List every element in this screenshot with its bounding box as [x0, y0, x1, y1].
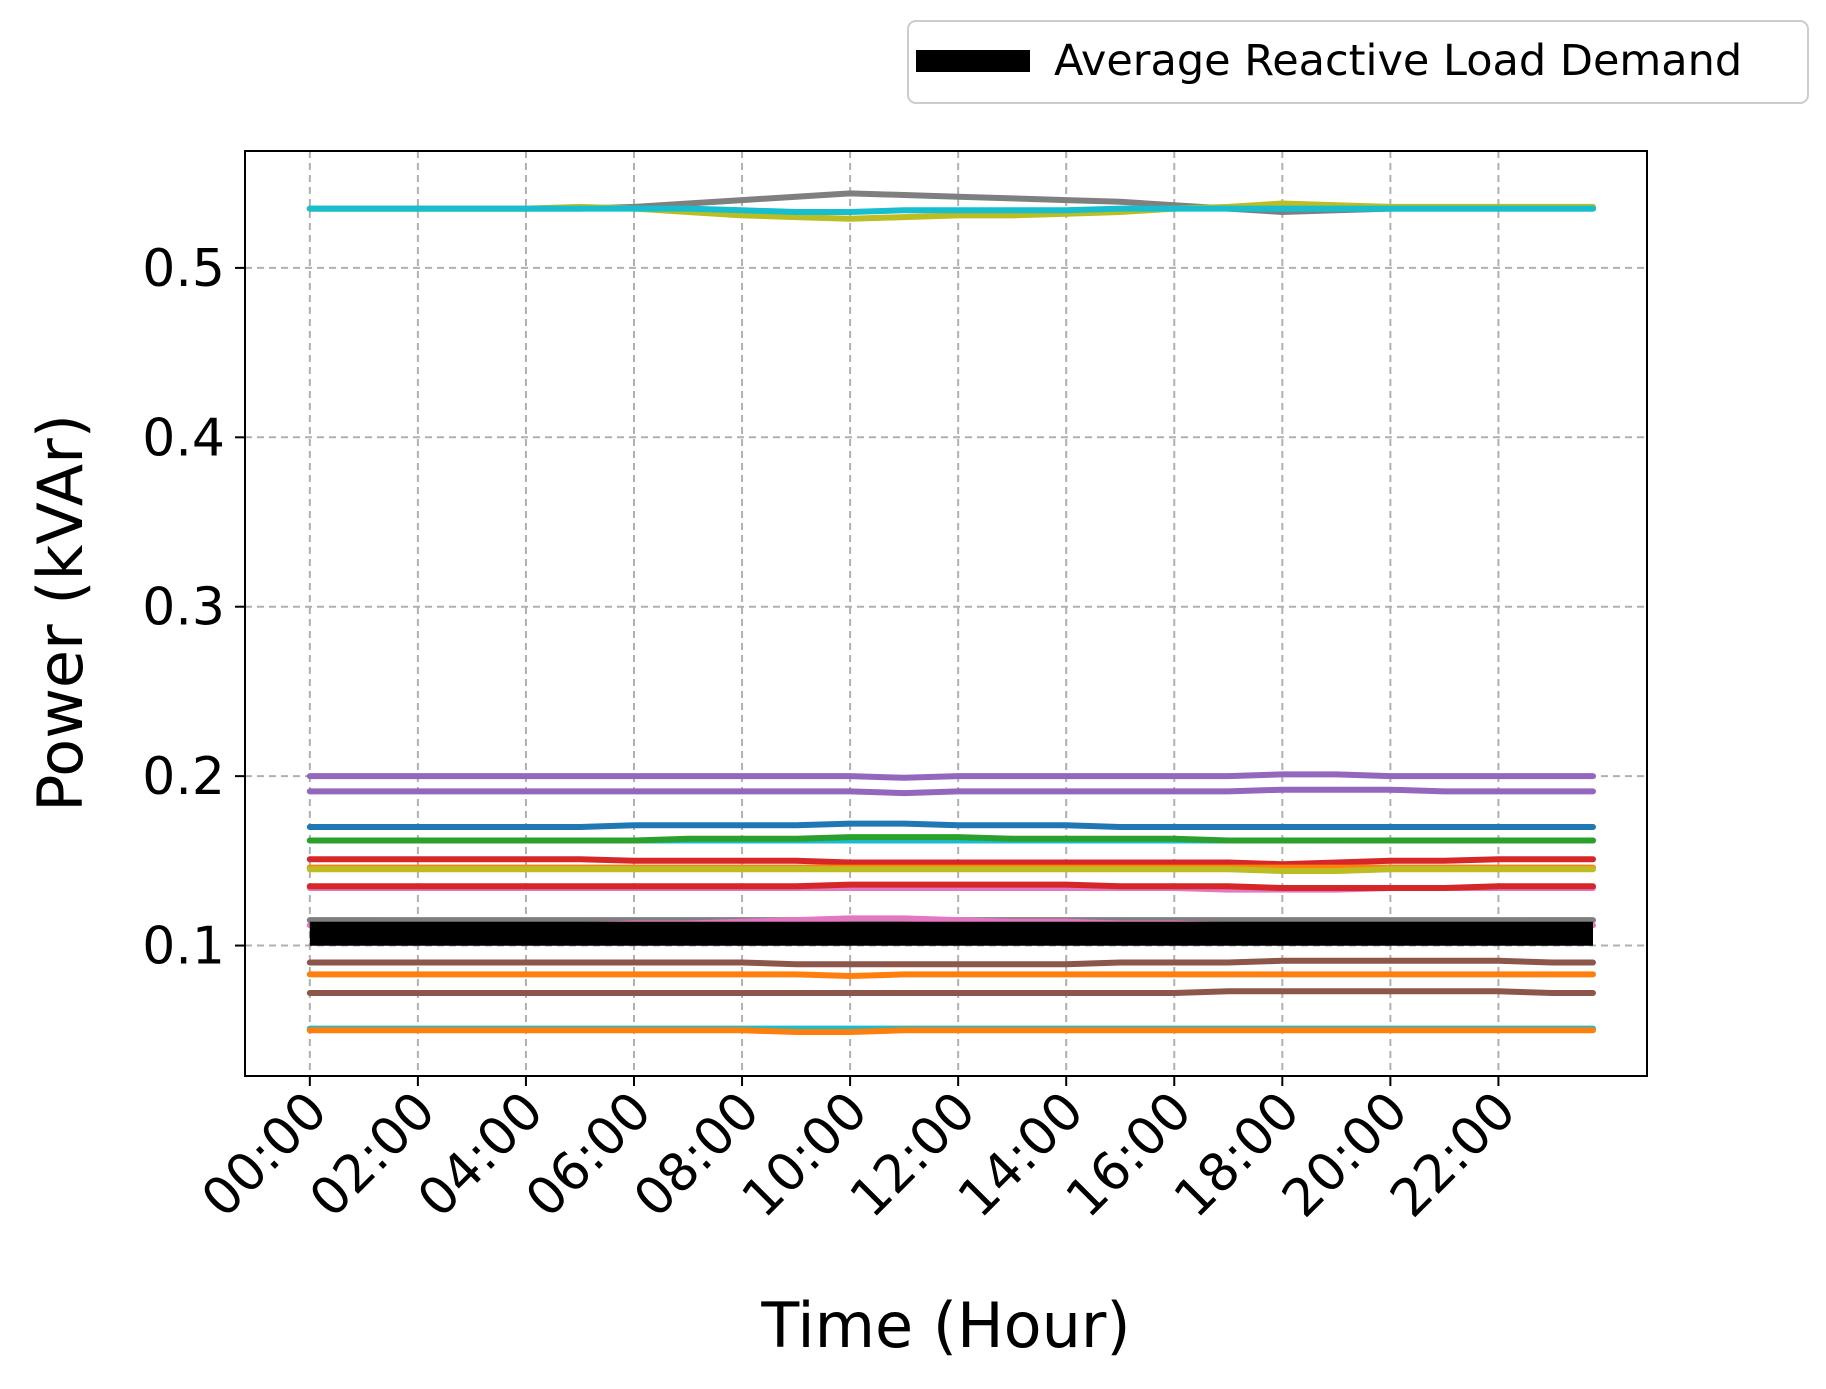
- legend-label: Average Reactive Load Demand: [1054, 36, 1742, 86]
- series-line: [306, 820, 1596, 830]
- x-axis-label: Time (Hour): [760, 1289, 1130, 1362]
- y-axis-ticks: 0.1 0.2 0.3 0.4 0.5: [142, 239, 245, 977]
- series-line: [306, 834, 1596, 844]
- y-tick-label: 0.4: [142, 408, 225, 468]
- legend: Average Reactive Load Demand: [907, 20, 1809, 104]
- y-tick-label: 0.2: [142, 747, 225, 807]
- series-line: [306, 786, 1596, 797]
- y-tick-label: 0.1: [142, 917, 225, 977]
- series-line: [306, 205, 1596, 215]
- series-line: [306, 866, 1596, 874]
- series-line: [306, 988, 1596, 996]
- y-tick-label: 0.5: [142, 239, 225, 299]
- series-line: [306, 881, 1596, 891]
- series-line: [306, 771, 1596, 781]
- series-line: [306, 856, 1596, 868]
- series-line: [306, 971, 1596, 979]
- series-line: [306, 1027, 1596, 1035]
- legend-frame: [907, 20, 1809, 104]
- y-axis-label: Power (kVAr): [24, 414, 97, 812]
- y-tick-label: 0.3: [142, 578, 225, 638]
- series-line: [306, 957, 1596, 968]
- plot-lines: [306, 190, 1596, 1035]
- plot-frame: [244, 150, 1648, 1077]
